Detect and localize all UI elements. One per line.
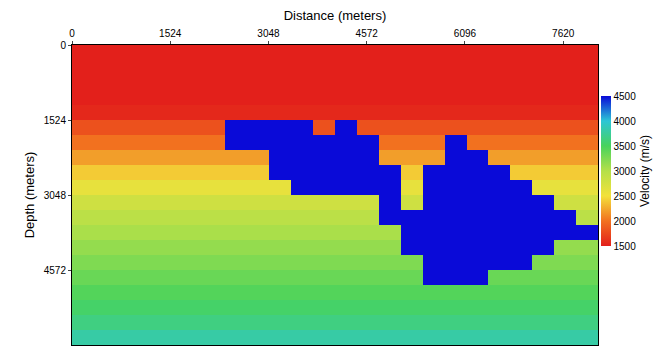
svg-text:3000: 3000 — [614, 166, 637, 177]
svg-text:4500: 4500 — [614, 91, 637, 102]
svg-text:3048: 3048 — [257, 28, 280, 39]
svg-text:2500: 2500 — [614, 191, 637, 202]
svg-text:1524: 1524 — [159, 28, 182, 39]
svg-text:0: 0 — [60, 40, 66, 51]
svg-text:4572: 4572 — [44, 265, 67, 276]
svg-text:4000: 4000 — [614, 116, 637, 127]
svg-text:3048: 3048 — [44, 190, 67, 201]
svg-text:0: 0 — [69, 28, 75, 39]
svg-text:6096: 6096 — [454, 28, 477, 39]
svg-text:Velocity (m/s): Velocity (m/s) — [638, 135, 652, 207]
svg-text:1500: 1500 — [614, 241, 637, 252]
svg-text:3500: 3500 — [614, 141, 637, 152]
svg-text:Depth (meters): Depth (meters) — [22, 152, 37, 239]
svg-text:2000: 2000 — [614, 216, 637, 227]
svg-text:7620: 7620 — [552, 28, 575, 39]
svg-text:4572: 4572 — [356, 28, 379, 39]
svg-text:Distance (meters): Distance (meters) — [284, 8, 387, 23]
svg-text:1524: 1524 — [44, 115, 67, 126]
